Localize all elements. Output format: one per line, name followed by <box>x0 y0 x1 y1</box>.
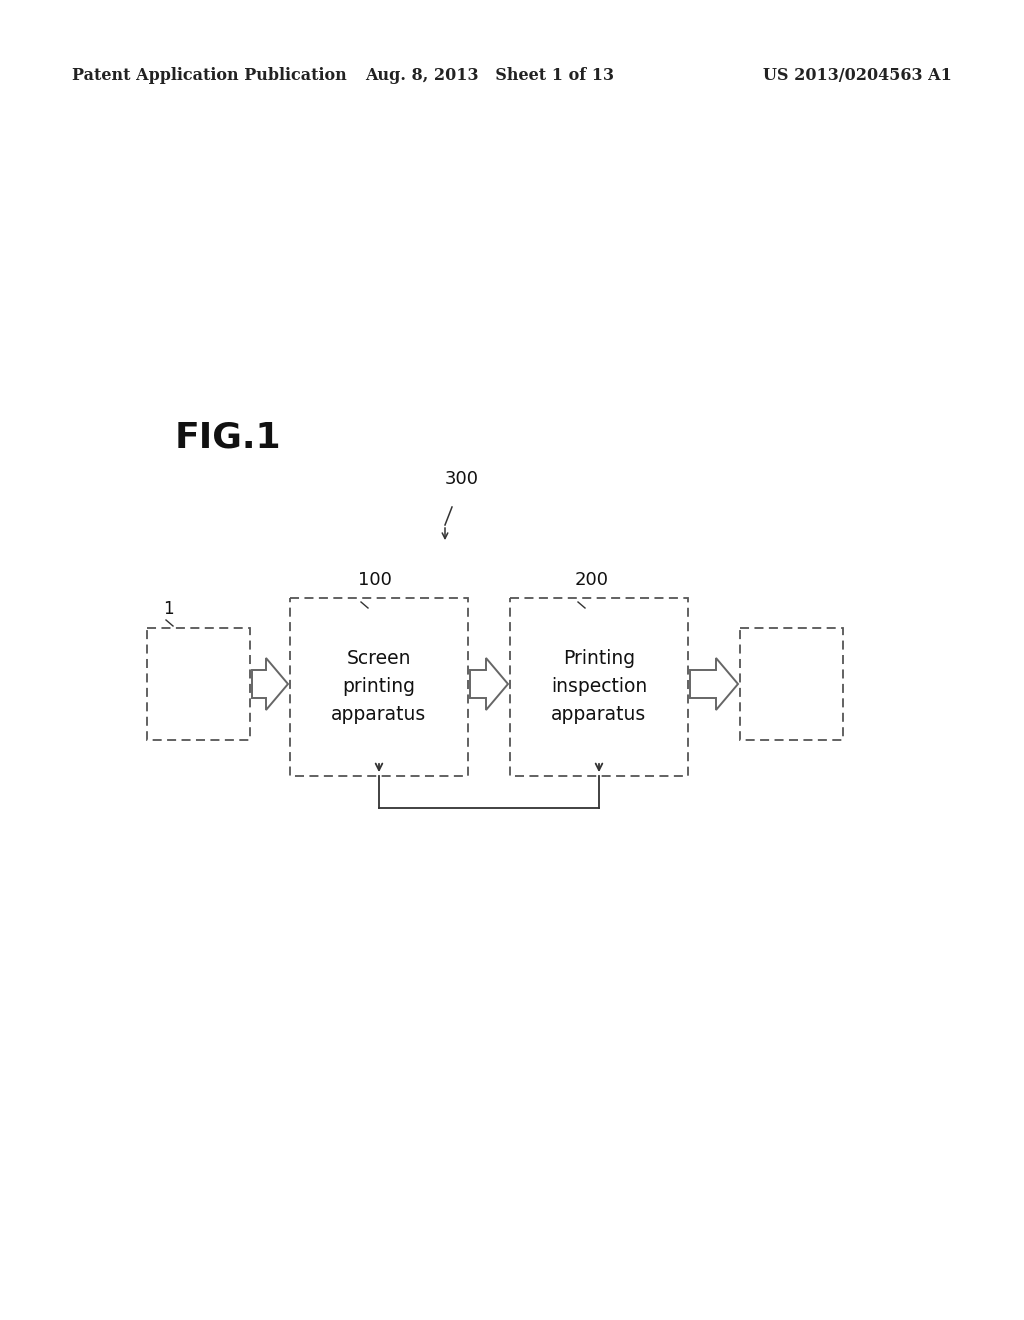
Text: US 2013/0204563 A1: US 2013/0204563 A1 <box>763 66 952 83</box>
Text: Patent Application Publication: Patent Application Publication <box>72 66 347 83</box>
Text: Screen
printing
apparatus: Screen printing apparatus <box>332 649 427 725</box>
Text: Aug. 8, 2013   Sheet 1 of 13: Aug. 8, 2013 Sheet 1 of 13 <box>366 66 614 83</box>
Text: 100: 100 <box>358 572 392 589</box>
Text: FIG.1: FIG.1 <box>175 420 282 454</box>
Text: 200: 200 <box>575 572 609 589</box>
Text: 1: 1 <box>163 601 174 618</box>
Text: 300: 300 <box>445 470 479 488</box>
Text: Printing
inspection
apparatus: Printing inspection apparatus <box>551 649 647 725</box>
